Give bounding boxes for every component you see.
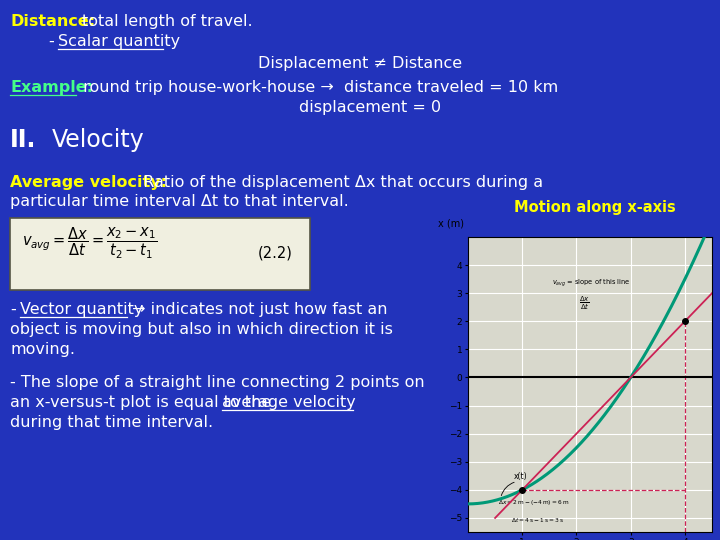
Text: x (m): x (m) bbox=[438, 219, 464, 228]
Text: -: - bbox=[10, 302, 16, 317]
Text: during that time interval.: during that time interval. bbox=[10, 415, 213, 430]
Text: $\Delta x = 2\,\mathrm{m}-(-4\,\mathrm{m})=6\,\mathrm{m}$: $\Delta x = 2\,\mathrm{m}-(-4\,\mathrm{m… bbox=[498, 498, 570, 507]
Text: II.: II. bbox=[10, 128, 37, 152]
Text: $\dfrac{\Delta x}{\Delta t}$: $\dfrac{\Delta x}{\Delta t}$ bbox=[579, 294, 590, 312]
Text: Distance:: Distance: bbox=[10, 14, 95, 29]
Text: total length of travel.: total length of travel. bbox=[82, 14, 253, 29]
Text: $v_{avg} = \dfrac{\Delta x}{\Delta t} = \dfrac{x_2 - x_1}{t_2 - t_1}$: $v_{avg} = \dfrac{\Delta x}{\Delta t} = … bbox=[22, 226, 158, 261]
Text: displacement = 0: displacement = 0 bbox=[299, 100, 441, 115]
Text: average velocity: average velocity bbox=[222, 395, 356, 410]
Text: Scalar quantity: Scalar quantity bbox=[58, 34, 180, 49]
Text: $\Delta t=4\,\mathrm{s}-1\,\mathrm{s}=3\,\mathrm{s}$: $\Delta t=4\,\mathrm{s}-1\,\mathrm{s}=3\… bbox=[511, 516, 564, 524]
Text: Vector quantity: Vector quantity bbox=[20, 302, 143, 317]
Text: Displacement ≠ Distance: Displacement ≠ Distance bbox=[258, 56, 462, 71]
Text: Velocity: Velocity bbox=[52, 128, 145, 152]
Text: $v_{avg}$ = slope of this line: $v_{avg}$ = slope of this line bbox=[552, 278, 631, 289]
Text: x(t): x(t) bbox=[514, 471, 528, 481]
Text: -: - bbox=[48, 34, 54, 49]
Text: (2.2): (2.2) bbox=[258, 245, 293, 260]
Text: Average velocity:: Average velocity: bbox=[10, 175, 167, 190]
Text: object is moving but also in which direction it is: object is moving but also in which direc… bbox=[10, 322, 393, 337]
Text: Motion along x-axis: Motion along x-axis bbox=[514, 200, 676, 215]
Text: an x-versus-t plot is equal to the: an x-versus-t plot is equal to the bbox=[10, 395, 276, 410]
Text: particular time interval Δt to that interval.: particular time interval Δt to that inte… bbox=[10, 194, 348, 209]
Text: - The slope of a straight line connecting 2 points on: - The slope of a straight line connectin… bbox=[10, 375, 425, 390]
Bar bbox=[10, 218, 310, 290]
Text: round trip house-work-house →  distance traveled = 10 km: round trip house-work-house → distance t… bbox=[78, 80, 558, 95]
Text: Example:: Example: bbox=[10, 80, 93, 95]
Text: moving.: moving. bbox=[10, 342, 75, 357]
Text: Ratio of the displacement Δx that occurs during a: Ratio of the displacement Δx that occurs… bbox=[133, 175, 543, 190]
Text: → indicates not just how fast an: → indicates not just how fast an bbox=[127, 302, 387, 317]
